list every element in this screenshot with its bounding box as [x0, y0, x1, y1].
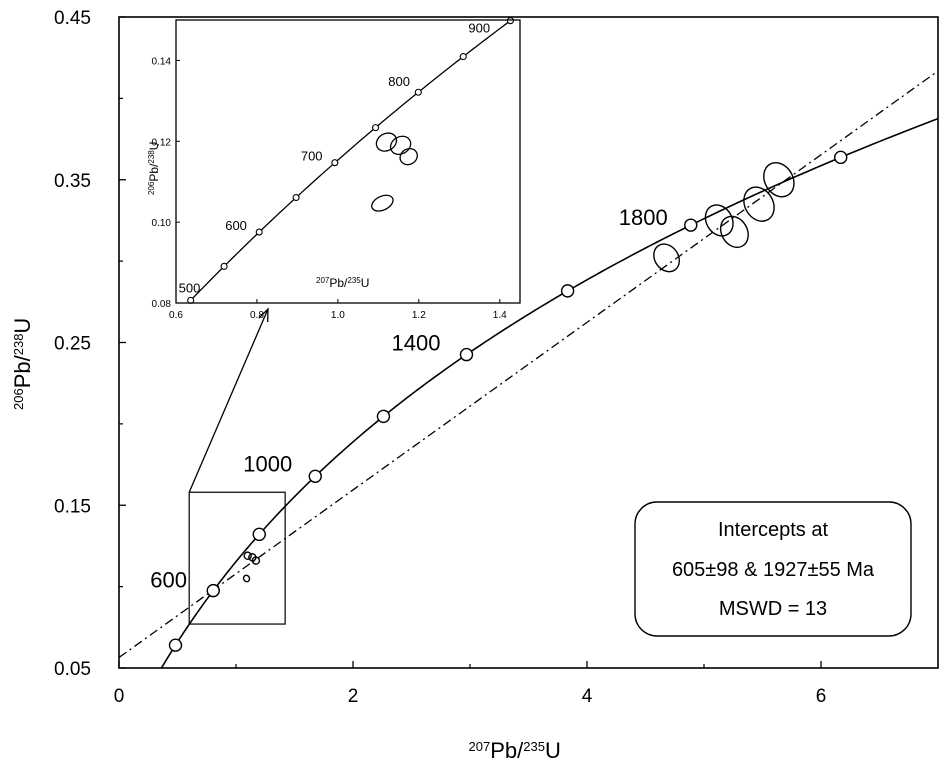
inset-x-axis-title-sup2: 235	[347, 276, 361, 285]
discordia-line	[119, 70, 938, 659]
age-label-1000: 1000	[243, 451, 292, 476]
inset-age-marker-750	[372, 124, 380, 132]
inset-x-tick-label: 1.2	[412, 310, 426, 321]
data-ellipse	[251, 556, 261, 565]
intercepts-box	[634, 501, 912, 637]
inset-data-ellipse	[389, 135, 412, 156]
inset-age-label-600: 600	[225, 218, 247, 233]
inset-y-tick-label: 0.08	[152, 299, 172, 310]
x-tick-label: 0	[114, 686, 125, 707]
inset-age-label-900: 900	[468, 21, 490, 36]
intercepts-annotation: Intercepts at 605±98 & 1927±55 Ma MSWD = 1…	[634, 501, 912, 637]
zoom-arrow-head	[258, 307, 269, 323]
data-ellipse	[248, 553, 257, 562]
y-axis-title-sup: 206	[11, 388, 26, 410]
zoom-box	[188, 491, 286, 625]
inset-x-axis-title-base2: U	[361, 276, 370, 290]
y-tick-label: 0.35	[54, 171, 91, 192]
y-axis-title: 206Pb/238U	[10, 318, 35, 410]
inset-frame	[175, 19, 521, 304]
inset-age-marker-700	[331, 159, 339, 167]
inset-concordia-curve	[187, 20, 513, 303]
inset-age-marker-650	[292, 193, 300, 202]
inset-age-label-700: 700	[301, 149, 323, 164]
age-marker-400	[168, 638, 183, 652]
inset-age-marker-800	[414, 88, 422, 96]
inset-x-tick-label: 0.6	[169, 310, 183, 321]
x-tick-label: 4	[582, 686, 593, 707]
age-marker-2000	[834, 150, 848, 165]
inset-y-axis-title: 206Pb/238U	[147, 142, 162, 195]
y-axis-title-base: Pb/	[10, 354, 35, 388]
age-marker-1800	[684, 218, 698, 232]
data-ellipse	[763, 162, 795, 198]
data-ellipse	[242, 574, 251, 583]
age-marker-1600	[560, 284, 575, 298]
age-marker-1200	[376, 409, 391, 424]
y-tick-label: 0.25	[54, 334, 91, 355]
inset-x-tick-label: 1.0	[331, 310, 345, 321]
age-marker-600	[206, 583, 220, 598]
intercepts-line-2: 605±98 & 1927±55 Ma	[672, 559, 875, 581]
x-tick-label: 6	[816, 686, 827, 707]
inset-age-marker-850	[459, 53, 467, 61]
inset-y-axis-title-base2: U	[147, 142, 161, 151]
data-ellipse	[704, 204, 734, 237]
inset-data-ellipse	[371, 194, 394, 212]
x-axis-title-sup: 207	[469, 739, 491, 754]
inset-x-axis-title-sup: 207	[316, 276, 330, 285]
data-ellipse	[653, 243, 681, 273]
x-tick-label: 2	[348, 686, 359, 707]
y-axis-title-sup2: 238	[11, 334, 26, 356]
inset-data-ellipse	[399, 147, 418, 166]
x-axis-title-base: Pb/	[490, 738, 524, 763]
inset-x-tick-label: 1.4	[493, 310, 507, 321]
age-label-600: 600	[150, 568, 187, 593]
zoom-arrow-line	[188, 308, 269, 493]
y-tick-label: 0.05	[54, 659, 91, 680]
inset-y-tick-label: 0.14	[152, 56, 172, 67]
data-ellipse	[719, 215, 749, 249]
inset-y-axis-title-base: Pb/	[147, 163, 161, 182]
y-axis-title-base2: U	[10, 318, 35, 334]
inset-age-marker-550	[220, 262, 228, 270]
y-tick-label: 0.45	[54, 8, 91, 29]
intercepts-line-3: MSWD = 13	[719, 598, 827, 620]
x-axis-title-base2: U	[545, 738, 561, 763]
inset-age-marker-900	[506, 17, 514, 25]
inset-plot: 500 600 700 800 900 0.6 0.8 1.0 1.2 1.4 0.08 0.10 0.…	[147, 17, 521, 493]
age-marker-1000	[308, 469, 322, 483]
inset-y-tick-label: 0.10	[152, 218, 172, 229]
intercepts-line-1: Intercepts at	[718, 519, 829, 541]
x-axis-title-sup2: 235	[523, 739, 545, 754]
main-plot: 600 1000 1400 1800 0 2 4 6 0.05 0.15 0.25 0.35 0.45 2…	[10, 8, 939, 763]
inset-age-label-500: 500	[179, 280, 201, 295]
inset-x-tick-label: 0.8	[250, 310, 264, 321]
age-marker-1400	[459, 347, 474, 362]
inset-background	[176, 20, 520, 303]
age-label-1400: 1400	[392, 331, 441, 356]
inset-age-marker-600	[255, 228, 263, 236]
data-ellipse	[743, 186, 775, 222]
x-axis-title: 207Pb/235U	[469, 738, 561, 763]
age-label-1800: 1800	[619, 205, 668, 230]
inset-x-axis-title-base: Pb/	[329, 276, 348, 290]
age-marker-800	[252, 527, 266, 542]
inset-y-tick-label: 0.12	[152, 137, 172, 148]
inset-y-axis-title-sup: 206	[147, 181, 156, 195]
inset-y-axis-title-sup2: 238	[147, 150, 156, 164]
inset-x-axis-title: 207Pb/235U	[316, 276, 369, 291]
y-tick-label: 0.15	[54, 496, 91, 517]
inset-age-label-800: 800	[388, 74, 410, 89]
